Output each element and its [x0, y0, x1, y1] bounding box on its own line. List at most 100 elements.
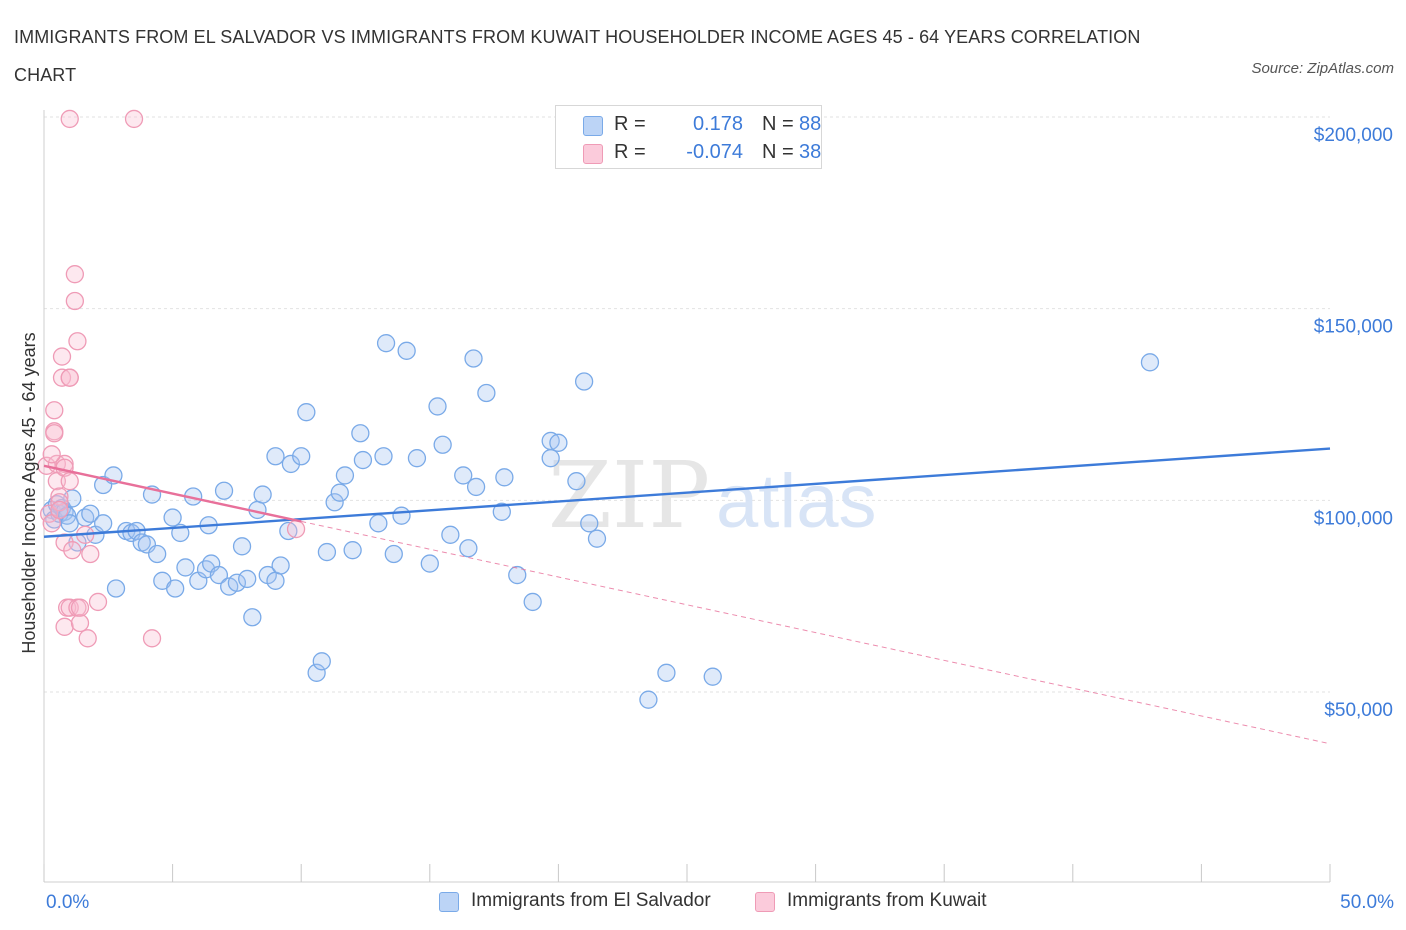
point-el-salvador	[369, 514, 388, 533]
y-tick-label: $200,000	[1314, 125, 1393, 146]
legend-r-value: 0.178	[692, 113, 743, 135]
trend-line-el-salvador	[43, 447, 1331, 538]
legend-swatch-blue	[583, 116, 603, 136]
legend-n-label: N =	[762, 113, 794, 135]
point-kuwait	[78, 629, 97, 648]
point-el-salvador	[466, 477, 486, 497]
gridlines	[44, 116, 1330, 693]
x-tick-label: 50.0%	[1340, 892, 1394, 913]
data-points	[37, 109, 1160, 709]
point-el-salvador	[657, 663, 676, 682]
point-kuwait	[81, 544, 100, 564]
point-el-salvador	[176, 558, 195, 577]
legend-swatch-blue	[439, 892, 459, 912]
point-kuwait	[50, 493, 69, 512]
point-el-salvador	[567, 472, 586, 491]
legend-label-el-salvador: Immigrants from El Salvador	[471, 890, 711, 911]
point-kuwait	[50, 500, 69, 520]
point-el-salvador	[392, 506, 411, 525]
point-el-salvador	[325, 493, 344, 512]
point-kuwait	[55, 533, 74, 552]
legend-n-value: 38	[799, 141, 822, 163]
point-kuwait	[50, 487, 69, 506]
point-el-salvador	[253, 485, 272, 504]
watermark: ZIP atlas	[548, 442, 877, 549]
legend-swatch-pink	[755, 892, 775, 912]
y-tick-label: $100,000	[1314, 508, 1393, 529]
point-el-salvador	[433, 435, 452, 454]
point-kuwait	[68, 332, 87, 351]
y-axis-label: Householder Income Ages 45 - 64 years	[19, 332, 39, 653]
point-kuwait	[70, 598, 90, 617]
point-el-salvador	[1140, 353, 1160, 372]
point-el-salvador	[464, 349, 483, 368]
point-el-salvador	[81, 504, 100, 523]
point-el-salvador	[232, 537, 252, 556]
legend-swatch-pink	[583, 144, 603, 164]
point-el-salvador	[351, 424, 370, 443]
point-el-salvador	[271, 556, 290, 575]
point-kuwait	[60, 472, 79, 491]
point-el-salvador	[330, 483, 349, 502]
point-kuwait	[286, 519, 306, 539]
x-tick-label: 0.0%	[46, 892, 89, 913]
point-el-salvador	[317, 542, 337, 562]
point-el-salvador	[549, 433, 568, 452]
point-el-salvador	[441, 525, 460, 544]
point-el-salvador	[428, 397, 447, 416]
point-kuwait	[70, 613, 90, 633]
point-el-salvador	[106, 579, 126, 598]
point-el-salvador	[266, 571, 285, 590]
point-kuwait	[60, 598, 79, 617]
point-kuwait	[55, 617, 74, 636]
point-kuwait	[45, 401, 64, 420]
point-el-salvador	[454, 466, 473, 485]
point-el-salvador	[307, 663, 326, 682]
point-kuwait	[60, 368, 79, 387]
point-kuwait	[124, 109, 144, 129]
point-el-salvador	[703, 667, 722, 686]
legend-r-label: R =	[614, 141, 646, 163]
point-el-salvador	[639, 690, 658, 709]
axes: $50,000 $100,000 $150,000 $200,000 0.0% 50.0%	[43, 110, 1394, 913]
stats-legend: R = 0.178 N = 88 R = -0.074 N = 38	[555, 105, 822, 169]
y-tick-label: $50,000	[1324, 700, 1393, 721]
point-el-salvador	[384, 544, 403, 564]
legend-label-kuwait: Immigrants from Kuwait	[787, 890, 987, 911]
point-kuwait	[88, 592, 108, 612]
point-kuwait	[52, 347, 72, 366]
point-el-salvador	[335, 466, 355, 485]
point-el-salvador	[420, 554, 439, 573]
point-el-salvador	[166, 579, 185, 598]
point-el-salvador	[312, 652, 331, 671]
point-el-salvador	[266, 447, 285, 466]
point-el-salvador	[243, 608, 262, 627]
point-el-salvador	[148, 544, 167, 564]
point-el-salvador	[292, 447, 311, 466]
point-el-salvador	[376, 334, 396, 353]
point-el-salvador	[495, 468, 514, 487]
point-kuwait	[65, 291, 85, 311]
point-el-salvador	[580, 514, 599, 533]
trend-lines	[43, 447, 1331, 745]
point-el-salvador	[407, 449, 427, 468]
point-el-salvador	[163, 508, 182, 527]
point-el-salvador	[541, 449, 560, 468]
point-kuwait	[45, 424, 64, 443]
point-kuwait	[63, 541, 82, 560]
y-tick-label: $150,000	[1314, 317, 1393, 338]
chart-title: IMMIGRANTS FROM EL SALVADOR VS IMMIGRANT…	[14, 27, 1141, 85]
point-kuwait	[65, 265, 85, 284]
legend-n-label: N =	[762, 141, 794, 163]
point-el-salvador	[343, 541, 362, 560]
legend-n-value: 88	[799, 113, 822, 135]
point-kuwait	[52, 368, 72, 387]
legend-r-label: R =	[614, 113, 646, 135]
point-el-salvador	[94, 514, 113, 533]
point-el-salvador	[508, 565, 527, 585]
trend-extension-kuwait	[301, 520, 1331, 745]
point-el-salvador	[374, 447, 393, 466]
point-kuwait	[142, 629, 162, 648]
point-el-salvador	[297, 403, 316, 422]
